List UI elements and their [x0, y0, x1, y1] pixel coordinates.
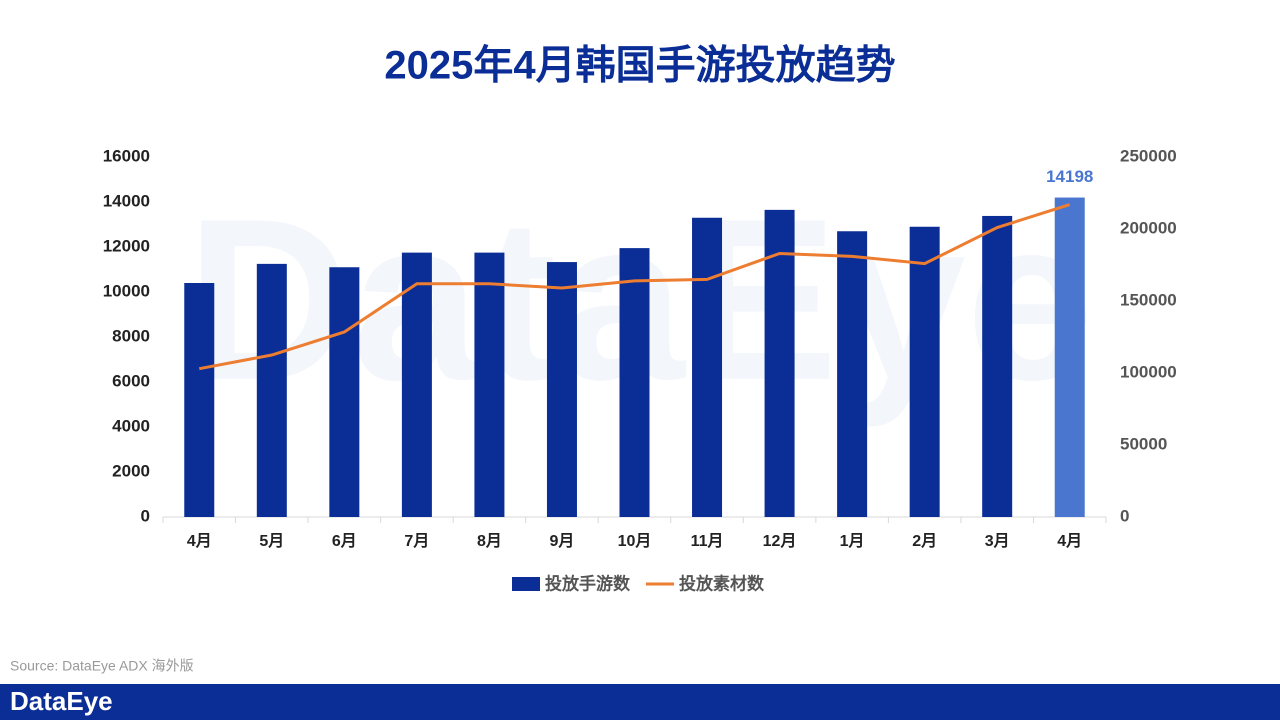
- y-tick-label: 4000: [112, 416, 150, 435]
- x-tick-label: 8月: [477, 532, 502, 550]
- x-tick-label: 10月: [618, 532, 652, 550]
- x-tick-label: 4月: [187, 532, 212, 550]
- bar: [982, 215, 1013, 517]
- bar: [546, 262, 577, 517]
- x-tick-label: 6月: [332, 532, 357, 550]
- x-tick-label: 12月: [763, 532, 797, 550]
- line: [198, 203, 1071, 371]
- x-tick-label: 3月: [985, 532, 1010, 550]
- y-tick-label: 2000: [112, 461, 150, 480]
- y2-tick-label: 200000: [1120, 218, 1177, 237]
- bar: [1054, 197, 1085, 518]
- y2-tick-label: 100000: [1120, 362, 1177, 381]
- y2-tick-label: 150000: [1120, 290, 1177, 309]
- legend-swatch: [512, 577, 540, 591]
- bar: [256, 263, 287, 517]
- y-tick-label: 16000: [103, 146, 150, 165]
- y2-tick-label: 250000: [1120, 146, 1177, 165]
- data-label: 14198: [1046, 167, 1093, 186]
- y-tick-label: 10000: [103, 281, 150, 300]
- x-tick-label: 5月: [259, 532, 284, 550]
- y-tick-label: 0: [141, 506, 150, 525]
- bar: [619, 248, 650, 517]
- bar: [692, 217, 723, 517]
- bar: [329, 267, 360, 517]
- y-tick-label: 8000: [112, 326, 150, 345]
- bar: [909, 226, 940, 517]
- x-tick-label: 11月: [691, 532, 724, 550]
- x-tick-label: 9月: [550, 532, 575, 550]
- bar: [837, 231, 868, 517]
- legend-label: 投放素材数: [679, 573, 765, 593]
- footer-logo: DataEye: [10, 686, 113, 716]
- x-tick-label: 2月: [912, 532, 937, 550]
- bar: [184, 283, 215, 517]
- y2-tick-label: 50000: [1120, 434, 1167, 453]
- x-tick-label: 4月: [1057, 532, 1082, 550]
- source: Source: DataEye ADX 海外版: [10, 658, 194, 674]
- chart-title: 2025年4月韩国手游投放趋势: [384, 44, 895, 88]
- bar: [764, 209, 795, 517]
- y2-tick-label: 0: [1120, 506, 1129, 525]
- legend-label: 投放手游数: [545, 573, 631, 593]
- x-tick-label: 1月: [840, 532, 865, 550]
- y-tick-label: 14000: [103, 191, 150, 210]
- footer-bar: [0, 684, 1280, 720]
- bar: [401, 252, 432, 517]
- y-tick-label: 6000: [112, 371, 150, 390]
- x-tick-label: 7月: [404, 532, 429, 550]
- y-tick-label: 12000: [103, 236, 150, 255]
- bar: [474, 252, 505, 517]
